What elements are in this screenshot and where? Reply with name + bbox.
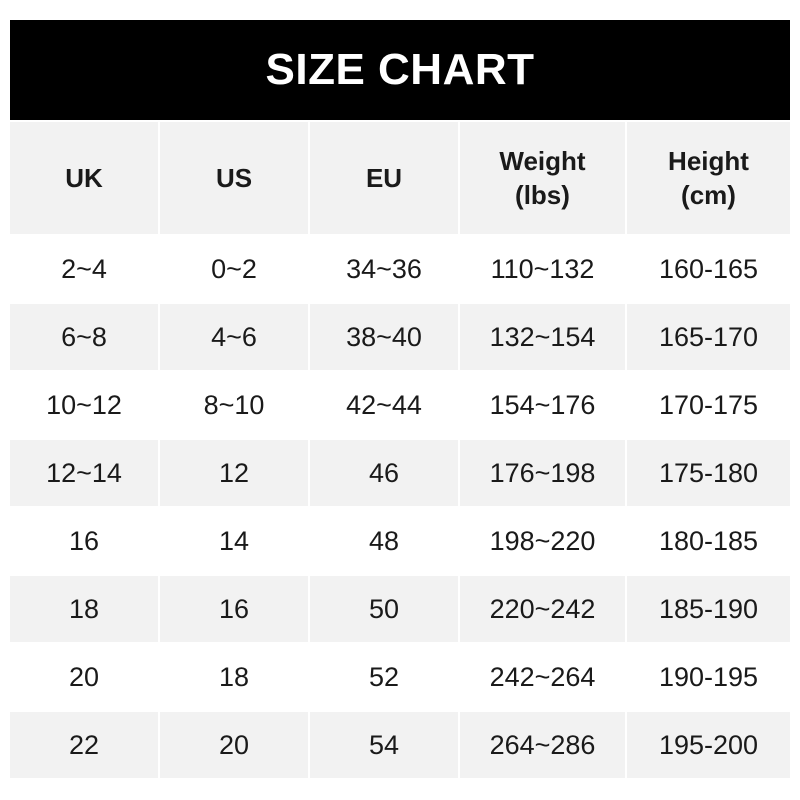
cell-us: 4~6 xyxy=(160,304,308,370)
cell-weight: 198~220 xyxy=(489,525,596,556)
cell-height: 170-175 xyxy=(658,389,759,420)
table-row: 22 20 54 264~286 195-200 xyxy=(10,712,790,778)
cell-height: 185-190 xyxy=(627,576,790,642)
cell-us: 0~2 xyxy=(211,253,257,284)
cell-height: 160-165 xyxy=(658,253,759,284)
cell-us: 20 xyxy=(160,712,308,778)
cell-weight: 110~132 xyxy=(490,253,595,284)
table-row: 6~8 4~6 38~40 132~154 165-170 xyxy=(10,304,790,370)
cell-eu: 38~40 xyxy=(310,304,458,370)
cell-height: 190-195 xyxy=(658,661,759,692)
header-height: Height (cm) xyxy=(627,122,790,234)
cell-uk: 20 xyxy=(68,661,100,692)
cell-eu: 46 xyxy=(310,440,458,506)
cell-us: 18 xyxy=(218,661,250,692)
cell-uk: 10~12 xyxy=(46,389,122,420)
cell-us: 8~10 xyxy=(203,389,265,420)
cell-eu: 54 xyxy=(310,712,458,778)
cell-uk: 12~14 xyxy=(10,440,158,506)
cell-weight: 220~242 xyxy=(460,576,625,642)
header-eu: EU xyxy=(310,122,458,234)
cell-uk: 2~4 xyxy=(61,253,107,284)
header-us: US xyxy=(160,122,308,234)
cell-weight: 132~154 xyxy=(460,304,625,370)
table-row: 18 16 50 220~242 185-190 xyxy=(10,576,790,642)
cell-us: 16 xyxy=(160,576,308,642)
cell-uk: 6~8 xyxy=(10,304,158,370)
cell-eu: 50 xyxy=(310,576,458,642)
table-row: 16 14 48 198~220 180-185 xyxy=(10,508,790,574)
cell-height: 195-200 xyxy=(627,712,790,778)
size-chart-table: UK US EU Weight (lbs) Height (cm) 2~4 0~2… xyxy=(10,122,790,780)
cell-uk: 18 xyxy=(10,576,158,642)
cell-eu: 34~36 xyxy=(346,253,422,284)
cell-us: 12 xyxy=(160,440,308,506)
table-row: 10~12 8~10 42~44 154~176 170-175 xyxy=(10,372,790,438)
cell-eu: 48 xyxy=(368,525,400,556)
cell-eu: 52 xyxy=(368,661,400,692)
size-chart-title: SIZE CHART xyxy=(10,20,790,120)
cell-weight: 264~286 xyxy=(460,712,625,778)
cell-weight: 176~198 xyxy=(460,440,625,506)
header-uk: UK xyxy=(10,122,158,234)
header-weight: Weight (lbs) xyxy=(460,122,625,234)
cell-weight: 242~264 xyxy=(489,661,596,692)
cell-height: 165-170 xyxy=(627,304,790,370)
cell-us: 14 xyxy=(218,525,250,556)
cell-height: 175-180 xyxy=(627,440,790,506)
cell-uk: 16 xyxy=(68,525,100,556)
header-row: UK US EU Weight (lbs) Height (cm) xyxy=(10,122,790,234)
table-row: 20 18 52 242~264 190-195 xyxy=(10,644,790,710)
cell-weight: 154~176 xyxy=(489,389,596,420)
cell-eu: 42~44 xyxy=(346,389,422,420)
cell-height: 180-185 xyxy=(658,525,759,556)
table-row: 2~4 0~2 34~36 110~132 160-165 xyxy=(10,236,790,302)
table-row: 12~14 12 46 176~198 175-180 xyxy=(10,440,790,506)
cell-uk: 22 xyxy=(10,712,158,778)
